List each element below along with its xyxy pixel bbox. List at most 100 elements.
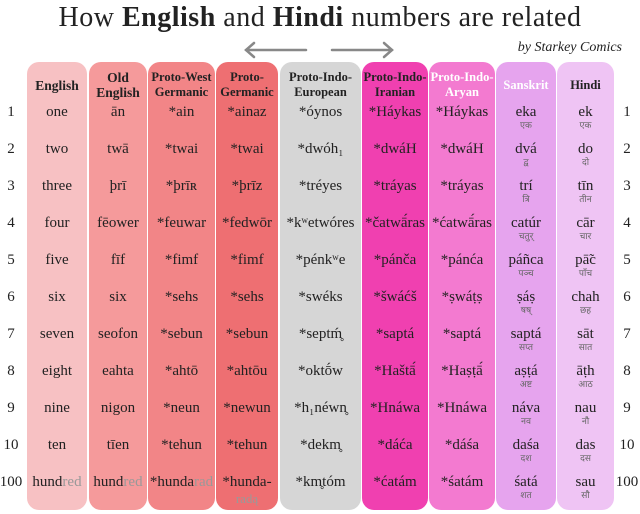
cell-pie: *km̥tóm xyxy=(276,474,365,491)
cell-proto-germanic: *sehs xyxy=(212,289,282,306)
word: *tehun xyxy=(161,437,202,453)
word: dvá xyxy=(515,141,537,157)
cell-proto-germanic: *þrīz xyxy=(212,178,282,195)
word: aṣṭá xyxy=(514,363,538,379)
devanagari-script: एक xyxy=(579,120,592,130)
cell-sanskrit: śatá शत xyxy=(492,474,560,500)
cell-indo-iranian: *Hnáwa xyxy=(358,400,432,417)
word: *šwáćš xyxy=(373,289,417,305)
cell-aryan: *Haṣṭā́ xyxy=(425,363,499,380)
word: *þrīʀ xyxy=(165,178,198,194)
cell-proto-germanic: *sebun xyxy=(212,326,282,343)
header-proto-germanic: Proto- Germanic xyxy=(212,70,282,100)
cell-proto-west-germanic: *tehun xyxy=(144,437,219,454)
cell-old-english: twā xyxy=(85,141,151,158)
cell-hindi: āṭh आठ xyxy=(553,363,618,389)
cell-sanskrit: eka एक xyxy=(492,104,560,130)
header-line: Hindi xyxy=(570,78,601,92)
word: eka xyxy=(515,104,537,120)
word: catúr xyxy=(511,215,541,231)
devanagari-script: त्रि xyxy=(522,194,530,204)
cell-hindi: ek एक xyxy=(553,104,618,130)
word: ṣáṣ xyxy=(516,289,536,305)
cell-proto-west-germanic: *twai xyxy=(144,141,219,158)
row-number-left: 2 xyxy=(7,141,15,157)
cell-hindi: nau नौ xyxy=(553,400,618,426)
row-number-left: 6 xyxy=(7,289,15,305)
word: náva xyxy=(511,400,541,416)
cell-proto-west-germanic: *ain xyxy=(144,104,219,121)
word: four xyxy=(44,215,70,231)
row-number-right: 5 xyxy=(623,252,631,268)
devanagari-script: द्व xyxy=(523,157,529,167)
word-root: *hunda- xyxy=(222,474,272,490)
word: *dáća xyxy=(377,437,413,453)
row-number-right: 1 xyxy=(623,104,631,120)
word-suffix: red xyxy=(123,474,143,490)
cell-sanskrit: ṣáṣ षष् xyxy=(492,289,560,315)
word: three xyxy=(42,178,72,194)
word-root: *hunda xyxy=(149,474,194,490)
header-line: Aryan xyxy=(444,85,480,99)
row-number-left: 7 xyxy=(7,326,15,342)
word: eahta xyxy=(102,363,134,379)
cell-indo-iranian: *Haštā́ xyxy=(358,363,432,380)
word: *ahtō xyxy=(164,363,199,379)
cell-old-english: eahta xyxy=(85,363,151,380)
word: *h₁néwn̥ xyxy=(294,400,347,416)
word: *óynos xyxy=(298,104,343,120)
word: *tráyas xyxy=(440,178,484,194)
header-indo-iranian: Proto-Indo- Iranian xyxy=(358,70,432,100)
cell-indo-iranian: *ćatám xyxy=(358,474,432,491)
word: *fedwōr xyxy=(222,215,272,231)
cell-english: hundred xyxy=(23,474,91,491)
word: *ṣwáṭṣ xyxy=(441,289,483,305)
word: tīen xyxy=(106,437,130,453)
row-number-right: 4 xyxy=(623,215,631,231)
word: seven xyxy=(39,326,75,342)
row-number-right: 6 xyxy=(623,289,631,305)
cell-aryan: *dwáH xyxy=(425,141,499,158)
cell-hindi: cār चार xyxy=(553,215,618,241)
cell-hindi: chah छह xyxy=(553,289,618,315)
cell-indo-iranian: *dwáH xyxy=(358,141,432,158)
title-text: How xyxy=(58,2,122,33)
word: páñca xyxy=(508,252,544,268)
cell-indo-iranian: *saptá xyxy=(358,326,432,343)
cell-english: five xyxy=(23,252,91,269)
word: *newun xyxy=(223,400,271,416)
devanagari-script: शत xyxy=(520,490,532,500)
header-proto-west-germanic: Proto-West Germanic xyxy=(144,70,219,100)
cell-pie: *septḿ̥ xyxy=(276,326,365,343)
cell-pie: *tréyes xyxy=(276,178,365,195)
devanagari-script: नव xyxy=(521,416,531,426)
cell-sanskrit: náva नव xyxy=(492,400,560,426)
cell-aryan: *Háykas xyxy=(425,104,499,121)
cell-english: nine xyxy=(23,400,91,417)
word: one xyxy=(46,104,68,120)
cell-indo-iranian: *tráyas xyxy=(358,178,432,195)
cell-proto-germanic: *fimf xyxy=(212,252,282,269)
row-number-left: 1 xyxy=(7,104,15,120)
word: *sebun xyxy=(160,326,203,342)
word: þrī xyxy=(109,178,127,194)
word: six xyxy=(48,289,66,305)
word: *twai xyxy=(164,141,199,157)
devanagari-script: सौ xyxy=(581,490,590,500)
header-line: Iranian xyxy=(374,85,416,99)
word-root: hund xyxy=(93,474,124,490)
word: cār xyxy=(576,215,595,231)
word: *sehs xyxy=(230,289,264,305)
word: ten xyxy=(47,437,67,453)
header-line: Proto-West xyxy=(151,70,212,84)
word: *neun xyxy=(163,400,200,416)
cell-english: one xyxy=(23,104,91,121)
word: *Haṣṭā́ xyxy=(441,363,483,379)
column-sanskrit-bg xyxy=(496,62,556,510)
word: *ahtōu xyxy=(226,363,268,379)
cell-english: six xyxy=(23,289,91,306)
header-hindi: Hindi xyxy=(553,78,618,93)
header-line: European xyxy=(294,85,347,99)
word: sāt xyxy=(577,326,594,342)
column-pie-bg xyxy=(280,62,361,510)
